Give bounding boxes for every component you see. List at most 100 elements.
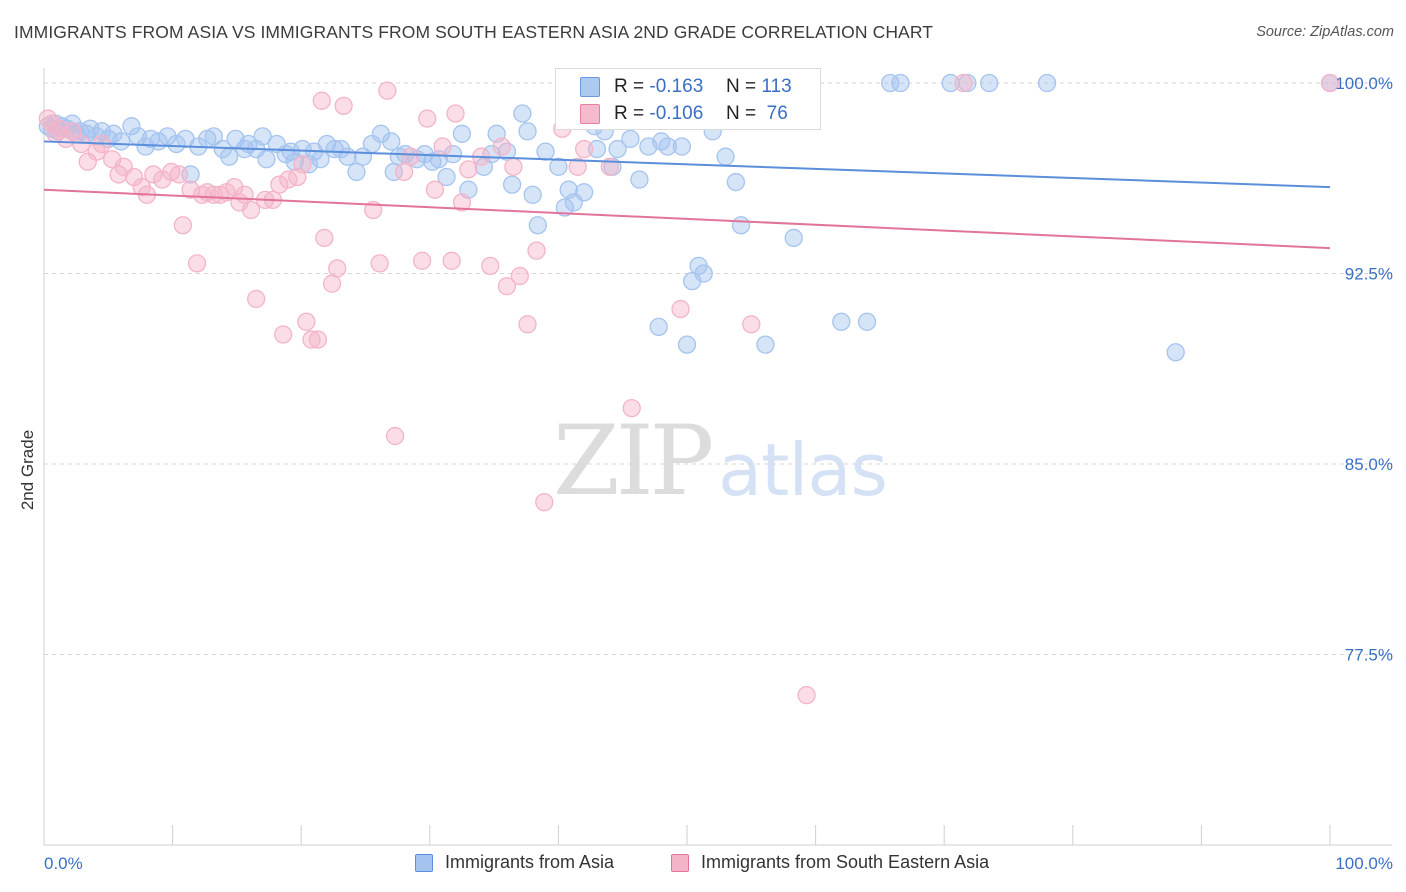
point-se-asia (334, 96, 353, 116)
inset-r-label: R = (614, 76, 645, 97)
point-se-asia (302, 330, 321, 349)
inset-legend-row-asia: R = -0.163 N = 113 (580, 75, 792, 99)
legend-item-se-asia: Immigrants from South Eastern Asia (671, 852, 989, 873)
point-asia (672, 137, 692, 156)
y-tick-label: 77.5% (1345, 646, 1393, 665)
inset-legend: R = -0.163 N = 113 R = -0.106 N = 76 (555, 68, 821, 130)
point-se-asia (378, 81, 397, 100)
point-se-asia (78, 152, 97, 171)
point-se-asia (401, 147, 420, 166)
point-asia (371, 124, 391, 143)
point-se-asia (797, 685, 816, 705)
legend-swatch-se-asia (580, 104, 600, 124)
point-se-asia (235, 185, 254, 204)
point-se-asia (425, 180, 445, 199)
point-se-asia (671, 299, 690, 319)
point-se-asia (1320, 73, 1340, 93)
x-tick-label: 0.0% (44, 854, 83, 873)
point-se-asia (247, 289, 266, 309)
legend-label-asia: Immigrants from Asia (445, 852, 615, 872)
point-asia (756, 335, 775, 354)
chart-title: IMMIGRANTS FROM ASIA VS IMMIGRANTS FROM … (14, 22, 934, 42)
point-asia (311, 150, 330, 169)
point-asia (587, 139, 607, 159)
point-asia (980, 73, 999, 93)
point-asia (528, 216, 547, 235)
x-tick-label: 100.0% (1335, 854, 1393, 873)
point-se-asia (527, 241, 546, 260)
point-asia (857, 312, 877, 331)
chart-source: Source: ZipAtlas.com (1256, 24, 1394, 40)
point-se-asia (63, 122, 82, 141)
point-asia (677, 335, 697, 354)
inset-n-label: N = (725, 103, 757, 124)
point-se-asia (481, 256, 500, 276)
point-se-asia (568, 157, 587, 176)
point-se-asia (492, 137, 511, 156)
inset-legend-row-se-asia: R = -0.106 N = 76 (580, 102, 788, 126)
point-asia (382, 132, 401, 151)
point-asia (167, 134, 186, 154)
inset-n-label: N = (725, 76, 757, 97)
inset-r-value: -0.163 (649, 76, 704, 97)
trend-line-se-asia (43, 188, 1331, 250)
point-se-asia (433, 137, 452, 156)
point-se-asia (446, 104, 465, 123)
point-se-asia (312, 91, 331, 110)
point-asia (523, 185, 542, 204)
legend-swatch-asia (415, 853, 433, 872)
point-asia (220, 147, 239, 166)
legend-swatch-se-asia (671, 853, 689, 872)
trend-line-asia (43, 140, 1331, 189)
point-asia (621, 129, 640, 149)
point-asia (338, 147, 357, 166)
point-asia (832, 312, 851, 331)
point-asia (1037, 73, 1057, 93)
point-se-asia (452, 193, 472, 212)
point-asia (293, 139, 312, 159)
point-se-asia (270, 175, 289, 194)
legend-item-asia: Immigrants from Asia (415, 852, 614, 873)
point-asia (689, 256, 708, 276)
point-asia (726, 172, 746, 192)
point-asia (497, 142, 517, 161)
series-se-asia-points (38, 73, 1340, 705)
axes (43, 68, 1392, 846)
point-se-asia (385, 426, 405, 446)
point-asia (549, 157, 568, 176)
point-se-asia (518, 315, 537, 334)
point-se-asia (293, 155, 312, 174)
legend-label-se-asia: Immigrants from South Eastern Asia (701, 852, 990, 872)
point-asia (437, 167, 456, 187)
point-se-asia (459, 160, 478, 179)
point-se-asia (412, 251, 432, 270)
point-se-asia (742, 315, 761, 334)
legend-swatch-asia (580, 77, 600, 97)
point-asia (513, 104, 532, 123)
point-se-asia (241, 200, 261, 220)
point-asia (784, 228, 803, 248)
point-se-asia (169, 165, 189, 184)
tick-labels: 77.5% 85.0% 92.5% 100.0% 0.0% 100.0% (44, 74, 1393, 873)
watermark-zip: ZIP (553, 405, 714, 517)
point-asia (958, 73, 977, 93)
point-asia (443, 144, 463, 164)
point-se-asia (574, 139, 594, 159)
point-se-asia (308, 330, 328, 349)
point-se-asia (954, 73, 973, 93)
point-se-asia (622, 398, 641, 418)
bottom-legend: Immigrants from Asia Immigrants from Sou… (0, 850, 1406, 880)
point-asia (253, 127, 272, 146)
point-se-asia (173, 216, 193, 235)
y-tick-label: 85.0% (1345, 455, 1393, 474)
point-asia (281, 142, 301, 161)
point-asia (502, 175, 522, 194)
watermark-atlas: atlas (718, 428, 888, 512)
point-asia (608, 139, 627, 159)
point-se-asia (504, 157, 523, 176)
point-se-asia (535, 492, 554, 512)
point-se-asia (72, 134, 91, 154)
point-asia (630, 170, 649, 189)
point-se-asia (297, 312, 316, 331)
